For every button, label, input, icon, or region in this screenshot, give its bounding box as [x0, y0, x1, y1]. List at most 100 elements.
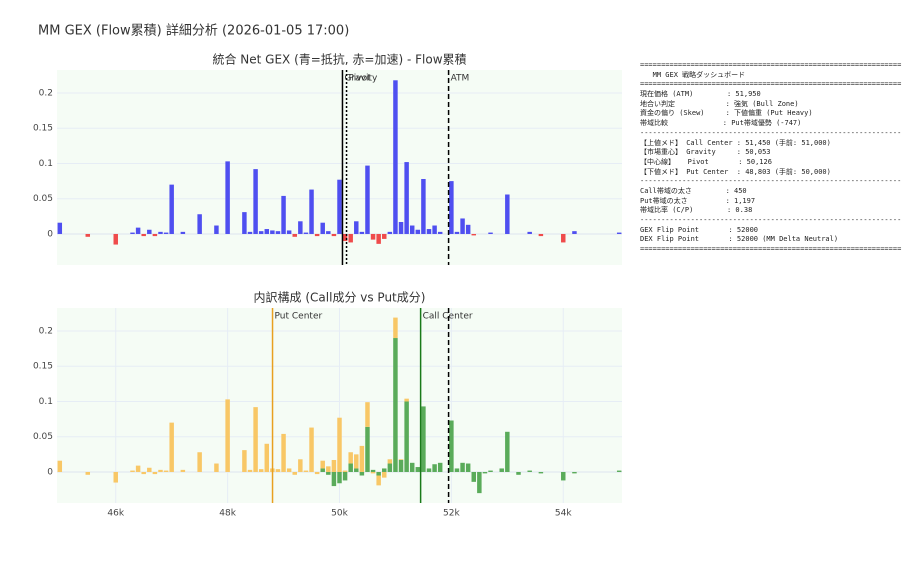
bar-segment [393, 338, 398, 472]
bar [370, 233, 376, 240]
bar-segment [326, 471, 331, 475]
bar-segment [398, 459, 404, 472]
bar-segment [561, 471, 566, 481]
bar [393, 80, 398, 234]
bar-segment [616, 470, 622, 472]
bar-segment [382, 471, 387, 478]
bar-segment [113, 471, 118, 483]
x-tick-label: 50k [331, 509, 348, 519]
reference-label: ATM [451, 74, 470, 84]
dashboard-line: ----------------------------------------… [640, 128, 902, 137]
x-tick-label: 52k [443, 509, 460, 519]
bar [303, 232, 309, 234]
bar [258, 231, 264, 234]
y-tick-label: 0.2 [39, 326, 53, 336]
bar-segment [421, 406, 426, 472]
bar-segment [359, 471, 365, 476]
bar-segment [499, 468, 504, 472]
bar [404, 162, 409, 234]
bar-segment [242, 450, 247, 472]
bar [421, 178, 426, 234]
bar [387, 231, 393, 234]
bar [572, 231, 577, 234]
bar [147, 229, 152, 234]
bar-segment [309, 427, 314, 472]
bar [281, 195, 286, 234]
bar-segment [449, 420, 454, 472]
bar [398, 221, 404, 234]
bar-segment [303, 470, 309, 472]
bar-segment [298, 459, 303, 472]
bar [158, 231, 163, 234]
bar-segment [393, 317, 398, 339]
chart-title: 統合 Net GEX (青=抵抗, 赤=加速) - Flow累積 [212, 52, 466, 67]
bar-segment [163, 470, 169, 472]
bar-segment [275, 469, 281, 472]
bar-segment [314, 471, 320, 475]
bar [426, 229, 432, 234]
bar [113, 233, 118, 245]
y-tick-label: 0.1 [39, 397, 53, 407]
bar-segment [331, 471, 337, 487]
bar-segment [247, 469, 253, 472]
bar-segment [85, 471, 91, 475]
dashboard-line: 【中心線】 Pivot : 50,126 [640, 157, 772, 166]
bar [342, 233, 348, 242]
y-tick-label: 0.15 [33, 362, 53, 372]
bar-segment [354, 454, 359, 469]
bar [359, 231, 365, 234]
bar-segment [197, 452, 202, 472]
y-tick-label: 0.1 [39, 159, 53, 169]
chart-title: 内訳構成 (Call成分 vs Put成分) [254, 290, 426, 305]
bar-segment [180, 469, 186, 472]
bar [538, 233, 544, 237]
dashboard-line: 帯域比率 (C/P) : 0.38 [640, 206, 753, 215]
bar [180, 231, 186, 234]
bar-segment [342, 471, 348, 481]
bar-segment [505, 431, 510, 472]
bar-segment [342, 470, 348, 472]
bar-segment [404, 401, 409, 472]
bar-segment [387, 459, 393, 464]
dashboard-line: 【上値メド】 Call Center : 51,450 (手前: 51,000) [640, 138, 831, 147]
bar-segment [409, 462, 415, 472]
bar [264, 229, 270, 234]
bar-segment [516, 471, 521, 475]
bar [527, 231, 532, 234]
bar-segment [348, 452, 353, 464]
bar [320, 222, 325, 234]
bar-segment [454, 468, 460, 472]
bar [169, 184, 174, 234]
y-tick-label: 0.05 [33, 432, 53, 442]
bar [292, 233, 297, 237]
bar-segment [398, 459, 404, 460]
bar-segment [258, 469, 264, 472]
y-tick-label: 0 [47, 467, 53, 477]
dashboard: ========================================… [640, 61, 902, 255]
dashboard-line: ----------------------------------------… [640, 177, 902, 186]
bar [348, 233, 353, 243]
y-tick-label: 0.15 [33, 124, 53, 134]
bar-segment [482, 471, 488, 474]
bar-segment [365, 402, 370, 427]
bar-segment [432, 464, 437, 472]
bar-segment [337, 471, 342, 484]
bar-segment [572, 471, 577, 474]
bar [275, 231, 281, 234]
bar-segment [359, 445, 365, 472]
dashboard-line: Call帯域の太さ : 450 [640, 186, 747, 195]
bar [270, 230, 275, 234]
bar [365, 165, 370, 234]
bar-segment [527, 470, 532, 472]
bar [409, 225, 415, 234]
bar-segment [370, 471, 376, 474]
bar [326, 231, 331, 234]
bar-segment [253, 407, 258, 472]
bar-segment [158, 469, 163, 472]
bar [314, 233, 320, 237]
x-tick-label: 48k [219, 509, 236, 519]
bar [309, 189, 314, 234]
bar-segment [488, 470, 493, 472]
bar-segment [141, 471, 146, 475]
